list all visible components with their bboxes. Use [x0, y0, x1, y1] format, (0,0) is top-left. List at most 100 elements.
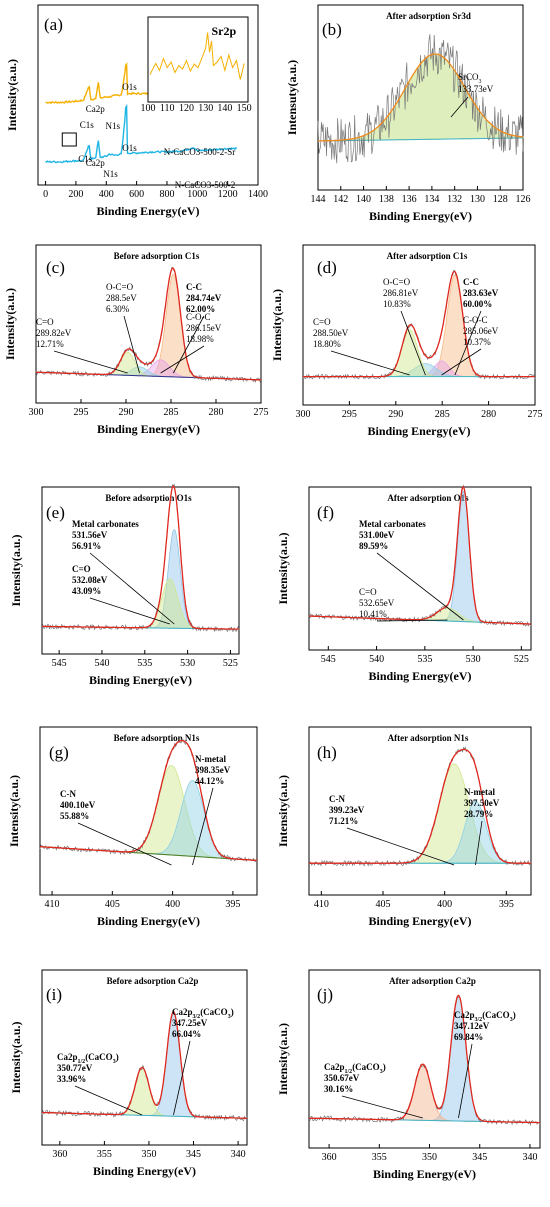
x-tick-label: 345 [472, 1152, 487, 1163]
x-tick-label: 400 [99, 189, 114, 200]
peak-energy: 347.25eV [172, 1018, 208, 1028]
annotation-pointer [475, 820, 483, 866]
peak-energy: 289.82eV [36, 328, 72, 338]
peak-percent: 10.41% [359, 609, 387, 619]
x-axis-label: Binding Energy(eV) [89, 673, 192, 687]
raw-data-line [41, 483, 240, 633]
subscript: 3/2 [193, 1014, 201, 1020]
x-tick-label: 280 [481, 409, 496, 420]
annotation-pointer [173, 1040, 191, 1116]
x-tick-label: 395 [225, 899, 240, 910]
inset-frame [147, 16, 249, 103]
x-tick-label: 140 [356, 194, 371, 205]
x-tick-label: 0 [43, 189, 48, 200]
fit-envelope [309, 994, 540, 1124]
plot-frame [302, 244, 536, 406]
peak-energy: 285.06eV [463, 326, 499, 336]
x-tick-label: 200 [68, 189, 83, 200]
x-axis-label: Binding Energy(eV) [368, 669, 471, 683]
peak-percent: 66.04% [172, 1029, 201, 1039]
annotation-pointer [400, 310, 426, 376]
annotation-pointer [341, 1095, 423, 1119]
x-tick-label: 300 [296, 409, 311, 420]
x-tick-label: 395 [499, 899, 514, 910]
panel-label: (g) [49, 743, 69, 762]
peak-percent: 69.84% [454, 1032, 483, 1042]
fit-envelope [308, 485, 531, 625]
x-axis-label: Binding Energy(eV) [93, 1164, 196, 1178]
background-line [318, 137, 523, 142]
x-tick-label: 545 [52, 658, 67, 669]
x-tick-label: 136 [402, 194, 417, 205]
peak-percent: 43.09% [72, 586, 101, 596]
x-tick-label: 405 [376, 899, 391, 910]
plot-frame [41, 486, 240, 655]
panel-label: (e) [46, 503, 65, 522]
survey-line [45, 104, 238, 164]
plot-frame [317, 4, 524, 191]
x-tick-label: 134 [424, 194, 439, 205]
peak-percent: 56.91% [72, 541, 101, 551]
raw-data-line [308, 746, 532, 867]
x-tick-label: 600 [129, 189, 144, 200]
inset-tick-label: 130 [198, 103, 213, 114]
peak-name: C=O [72, 564, 91, 574]
panel-3: 300 295 290 285 280 275 Binding Energy(eV) Inte… [270, 244, 543, 438]
y-axis-label: Intensity(a.u.) [276, 1023, 290, 1095]
peak-percent: 6.30% [106, 304, 130, 314]
peak-label: Ca2p [86, 158, 105, 168]
panel-title: Before adsorption O1s [105, 493, 192, 503]
fit-envelope [303, 270, 535, 378]
zoom-box [61, 132, 77, 147]
panel-label: (d) [317, 258, 337, 277]
peak-name: C-N [329, 794, 345, 804]
peak-name: N-metal [464, 787, 495, 797]
peak-percent: 18.80% [313, 339, 341, 349]
inset-title: Sr2p [211, 24, 236, 38]
x-tick-label: 144 [311, 194, 326, 205]
y-axis-label: Intensity(a.u.) [9, 534, 23, 606]
peak-name: C-O-C [463, 315, 488, 325]
peak-name: C=O [36, 317, 54, 327]
panel-title: After adsorption Ca2p [389, 976, 476, 986]
peak-label: N1s [103, 169, 118, 179]
x-tick-label: 290 [119, 407, 134, 418]
raw-data-line [35, 266, 262, 383]
panel-8: 360 355 350 345 340 Binding Energy(eV) Intensi… [9, 969, 248, 1178]
subscript: 3 [380, 1069, 383, 1075]
panel-0: 0 200 400 600 800 1000 1200 1400 Binding Energy(… [5, 4, 268, 218]
x-tick-label: 130 [470, 194, 485, 205]
peak-name: O-C=O [383, 277, 411, 287]
panel-label: (h) [317, 743, 337, 762]
fit-envelope [317, 53, 524, 142]
panel-label: (c) [46, 258, 65, 277]
plot-frame [41, 969, 248, 1146]
panel-title: Before adsorption C1s [114, 251, 200, 261]
peak-energy: 532.65eV [359, 598, 395, 608]
peak-percent: 55.88% [60, 811, 89, 821]
subscript: 3/2 [475, 1017, 483, 1023]
raw-data-line [317, 34, 524, 164]
x-tick-label: 280 [209, 407, 224, 418]
annotation-pointer [172, 315, 205, 374]
x-axis-label: Binding Energy(eV) [368, 914, 471, 928]
x-tick-label: 405 [105, 899, 120, 910]
peak-energy: 531.56eV [72, 530, 108, 540]
y-axis-label: Intensuty(a.u.) [285, 60, 299, 135]
peak-label: O1s [122, 143, 137, 153]
panel-5: 545 540 535 530 525 Binding Energy(eV) Intensi… [276, 484, 532, 683]
x-tick-label: 545 [321, 654, 336, 665]
y-axis-label: Intensity(a.u.) [5, 59, 19, 131]
panel-9: 360 355 350 345 340 Binding Energy(eV) Intensi… [276, 969, 541, 1181]
x-tick-label: 295 [342, 409, 357, 420]
x-tick-label: 800 [159, 189, 174, 200]
x-tick-label: 410 [314, 899, 329, 910]
x-tick-label: 350 [422, 1152, 437, 1163]
x-tick-label: 275 [528, 409, 543, 420]
y-axis-label: Intensity(a.u.) [7, 775, 21, 847]
y-axis-label: Intensity(a.u.) [9, 1021, 23, 1093]
x-tick-label: 400 [437, 899, 452, 910]
x-tick-label: 400 [165, 899, 180, 910]
peak-label: C1s [80, 120, 95, 130]
peak-energy: 347.12eV [454, 1021, 490, 1031]
